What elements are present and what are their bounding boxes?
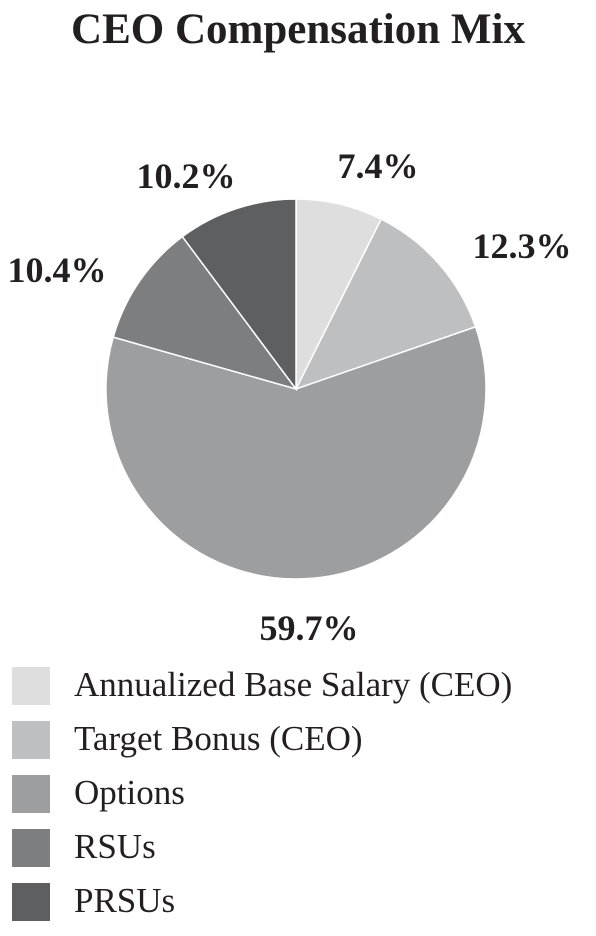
- legend-swatch: [12, 775, 50, 813]
- data-label-prsus: 10.2%: [137, 156, 236, 196]
- legend-swatch: [12, 667, 50, 705]
- legend-label: Annualized Base Salary (CEO): [74, 665, 513, 704]
- pie-chart: 7.4% 12.3% 59.7% 10.4% 10.2%: [8, 146, 572, 648]
- slice-prsus: [181, 198, 297, 392]
- legend-label: Target Bonus (CEO): [74, 719, 363, 758]
- data-label-target-bonus: 12.3%: [473, 226, 572, 266]
- legend-label: RSUs: [74, 827, 156, 866]
- pie-slices: [105, 198, 487, 580]
- data-label-options: 59.7%: [260, 608, 359, 648]
- legend-label: PRSUs: [74, 881, 176, 920]
- legend-swatch: [12, 883, 50, 921]
- slice-options: [105, 325, 487, 580]
- slice-target-bonus: [294, 218, 477, 391]
- legend-swatch: [12, 721, 50, 759]
- data-label-base-salary: 7.4%: [338, 146, 419, 186]
- slice-rsus: [112, 235, 298, 391]
- chart-title: CEO Compensation Mix: [71, 6, 525, 53]
- pie-data-labels: 7.4% 12.3% 59.7% 10.4% 10.2%: [8, 146, 572, 648]
- data-label-rsus: 10.4%: [8, 250, 107, 290]
- legend-swatch: [12, 829, 50, 867]
- legend-label: Options: [74, 773, 185, 812]
